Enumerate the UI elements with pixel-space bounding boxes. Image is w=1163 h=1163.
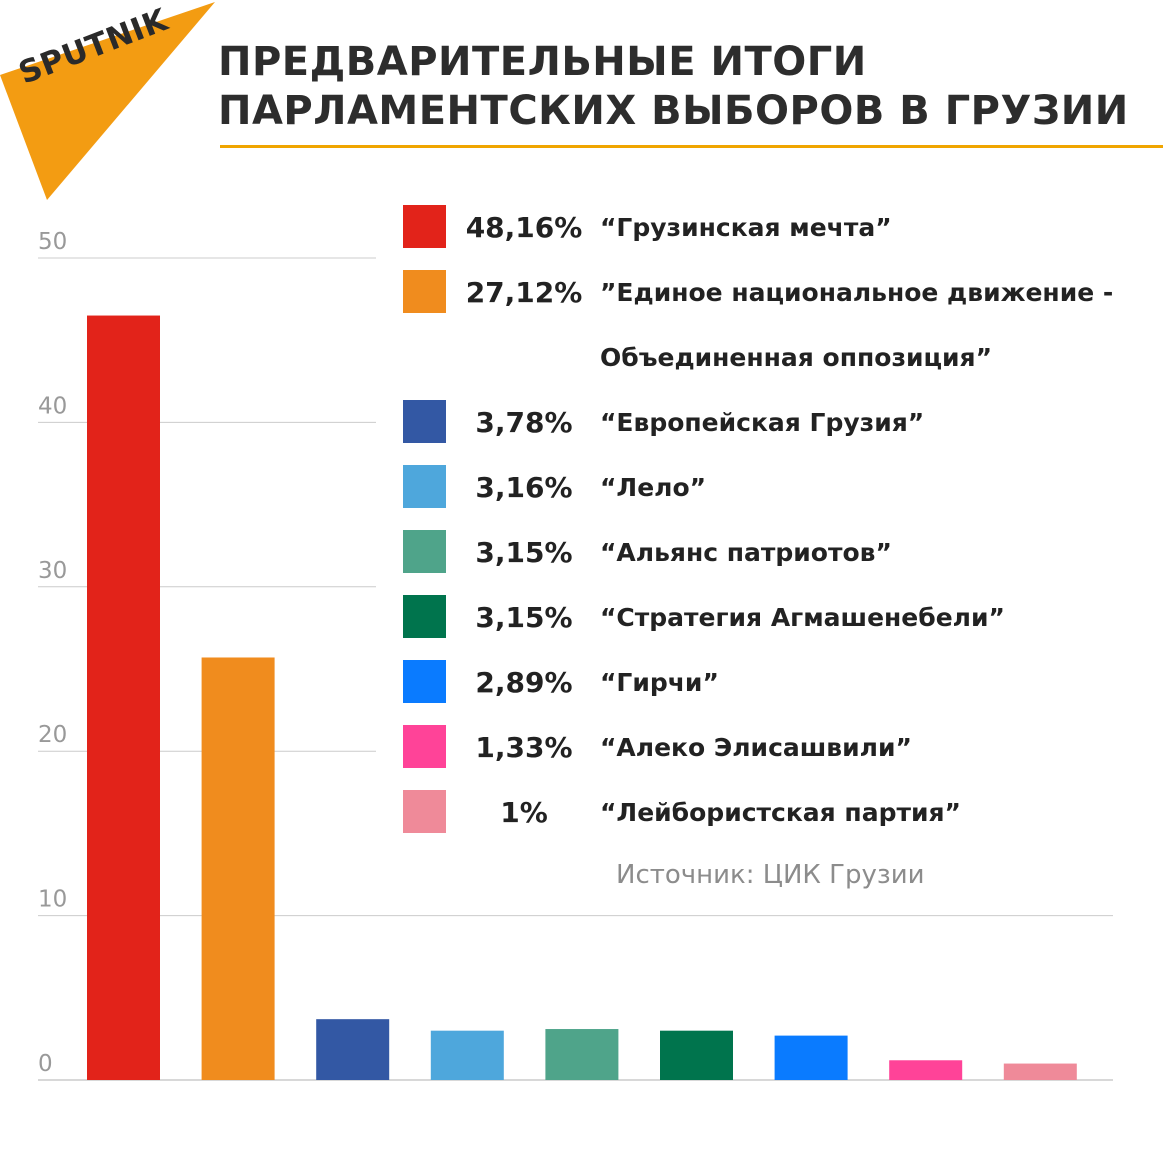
title-underline — [220, 145, 1163, 148]
legend-swatch — [403, 465, 446, 508]
legend-swatch — [403, 270, 446, 313]
legend-percentage: 3,78% — [475, 406, 573, 439]
legend-percentage: 48,16% — [465, 211, 583, 244]
legend-party-name: ”Единое национальное движение - Объедине… — [600, 278, 1114, 372]
page-title: ПРЕДВАРИТЕЛЬНЫЕ ИТОГИ ПАРЛАМЕНТСКИХ ВЫБО… — [218, 38, 1129, 136]
bar-1 — [87, 315, 160, 1080]
y-tick-label-40: 40 — [38, 393, 67, 419]
legend-party-name: “Гирчи” — [600, 668, 719, 697]
sputnik-logo: SPUTNIK — [0, 0, 230, 210]
y-tick-label-20: 20 — [38, 722, 67, 748]
legend-percentage: 3,15% — [475, 601, 573, 634]
legend-percentage: 3,16% — [475, 471, 573, 504]
legend-party-name: “Лело” — [600, 473, 707, 502]
legend-swatch — [403, 790, 446, 833]
legend-party-name: “Европейская Грузия” — [600, 408, 925, 437]
y-tick-label-10: 10 — [38, 887, 67, 913]
bar-6 — [660, 1030, 733, 1080]
bar-8 — [889, 1060, 963, 1080]
legend-swatch — [403, 660, 446, 703]
legend-party-name: “Алеко Элисашвили” — [600, 733, 912, 762]
bar-5 — [545, 1029, 619, 1080]
legend-swatch — [403, 595, 446, 638]
legend-percentage: 3,15% — [475, 536, 573, 569]
legend-party-name: “Стратегия Агмашенебели” — [600, 603, 1005, 632]
legend-percentage: 1,33% — [475, 731, 573, 764]
bar-9 — [1003, 1063, 1077, 1080]
bar-4 — [430, 1030, 504, 1080]
logo-triangle-icon — [0, 2, 215, 200]
legend-swatch — [403, 205, 446, 248]
legend-party-name: “Альянс патриотов” — [600, 538, 892, 567]
source-note: Источник: ЦИК Грузии — [616, 860, 925, 890]
legend-percentage: 2,89% — [475, 666, 573, 699]
bar-3 — [316, 1019, 390, 1080]
title-line-1: ПРЕДВАРИТЕЛЬНЫЕ ИТОГИ — [218, 39, 867, 85]
legend-party-name: “Лейбористская партия” — [600, 798, 961, 827]
bar-7 — [774, 1035, 848, 1080]
legend-percentage: 1% — [500, 796, 548, 829]
legend-swatch — [403, 530, 446, 573]
y-tick-label-0: 0 — [38, 1051, 53, 1077]
legend-swatch — [403, 725, 446, 768]
y-tick-label-50: 50 — [38, 229, 67, 255]
title-line-2: ПАРЛАМЕНТСКИХ ВЫБОРОВ В ГРУЗИИ — [218, 88, 1129, 134]
legend: 48,16% “Грузинская мечта” 27,12% ”Единое на… — [403, 0, 1163, 1163]
legend-percentage: 27,12% — [465, 276, 583, 309]
bar-2 — [201, 657, 275, 1080]
legend-swatch — [403, 400, 446, 443]
legend-party-name: “Грузинская мечта” — [600, 213, 892, 242]
y-tick-label-30: 30 — [38, 558, 67, 584]
